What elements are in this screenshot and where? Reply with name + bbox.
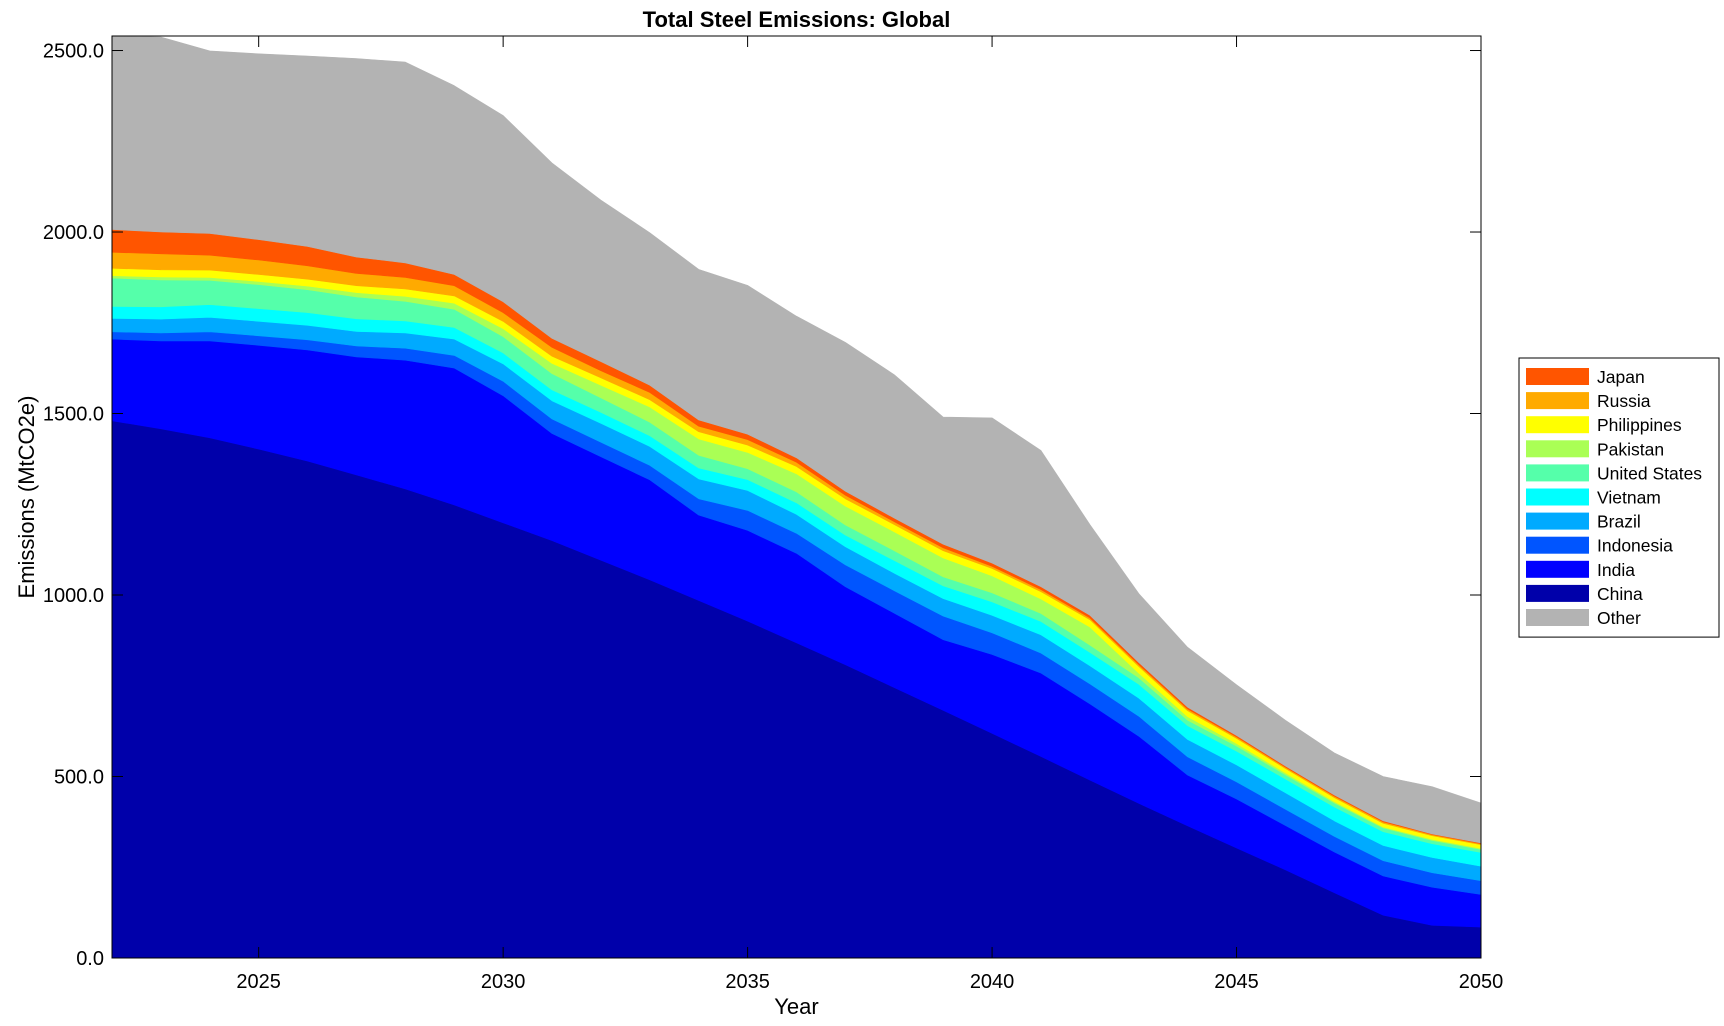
x-tick-label: 2040 bbox=[970, 971, 1015, 993]
y-tick-label: 2000.0 bbox=[43, 222, 104, 244]
legend-label-russia: Russia bbox=[1597, 391, 1651, 411]
areas-layer bbox=[111, 35, 1482, 959]
legend-label-philippines: Philippines bbox=[1597, 415, 1682, 435]
chart-title: Total Steel Emissions: Global bbox=[643, 7, 951, 32]
y-axis-label: Emissions (MtCO2e) bbox=[14, 396, 39, 599]
y-tick-label: 2500.0 bbox=[43, 41, 104, 63]
legend-swatch-other bbox=[1526, 609, 1589, 626]
ticks-layer: 2025 2030 2035 2040 2045 2050 0.0 500.0 1000.0 15… bbox=[43, 36, 1503, 993]
x-axis-label: Year bbox=[774, 994, 818, 1019]
legend-label-brazil: Brazil bbox=[1597, 512, 1641, 532]
legend-label-pakistan: Pakistan bbox=[1597, 439, 1664, 459]
x-tick-label: 2025 bbox=[236, 971, 281, 993]
legend-label-indonesia: Indonesia bbox=[1597, 536, 1673, 556]
x-tick-label: 2050 bbox=[1459, 971, 1504, 993]
legend-swatch-china bbox=[1526, 584, 1589, 602]
y-tick-label: 0.0 bbox=[76, 948, 104, 970]
legend-label-vietnam: Vietnam bbox=[1597, 488, 1661, 508]
legend-swatch-brazil bbox=[1526, 512, 1589, 530]
legend-label-other: Other bbox=[1597, 608, 1641, 628]
legend-label-japan: Japan bbox=[1597, 367, 1645, 387]
legend-swatch-indonesia bbox=[1526, 536, 1589, 554]
legend-swatch-pakistan bbox=[1526, 440, 1589, 458]
y-tick-label: 1500.0 bbox=[43, 404, 104, 426]
x-tick-label: 2030 bbox=[481, 971, 526, 993]
legend-swatch-india bbox=[1526, 560, 1589, 578]
legend-swatch-philippines bbox=[1526, 416, 1589, 434]
legend-swatch-japan bbox=[1526, 368, 1589, 385]
x-tick-label: 2045 bbox=[1214, 971, 1259, 993]
legend-swatch-vietnam bbox=[1526, 488, 1589, 506]
y-tick-label: 1000.0 bbox=[43, 585, 104, 607]
legend-swatch-united-states bbox=[1526, 464, 1589, 482]
legend-label-china: China bbox=[1597, 584, 1643, 604]
x-tick-label: 2035 bbox=[725, 971, 770, 993]
legend-label-india: India bbox=[1597, 560, 1635, 580]
legend-swatch-russia bbox=[1526, 392, 1589, 410]
plot-frame bbox=[111, 35, 1482, 959]
y-tick-label: 500.0 bbox=[54, 767, 104, 789]
legend-label-united-states: United States bbox=[1597, 463, 1702, 483]
legend: Japan Russia Philippines Pakistan United Sta… bbox=[1518, 357, 1720, 638]
